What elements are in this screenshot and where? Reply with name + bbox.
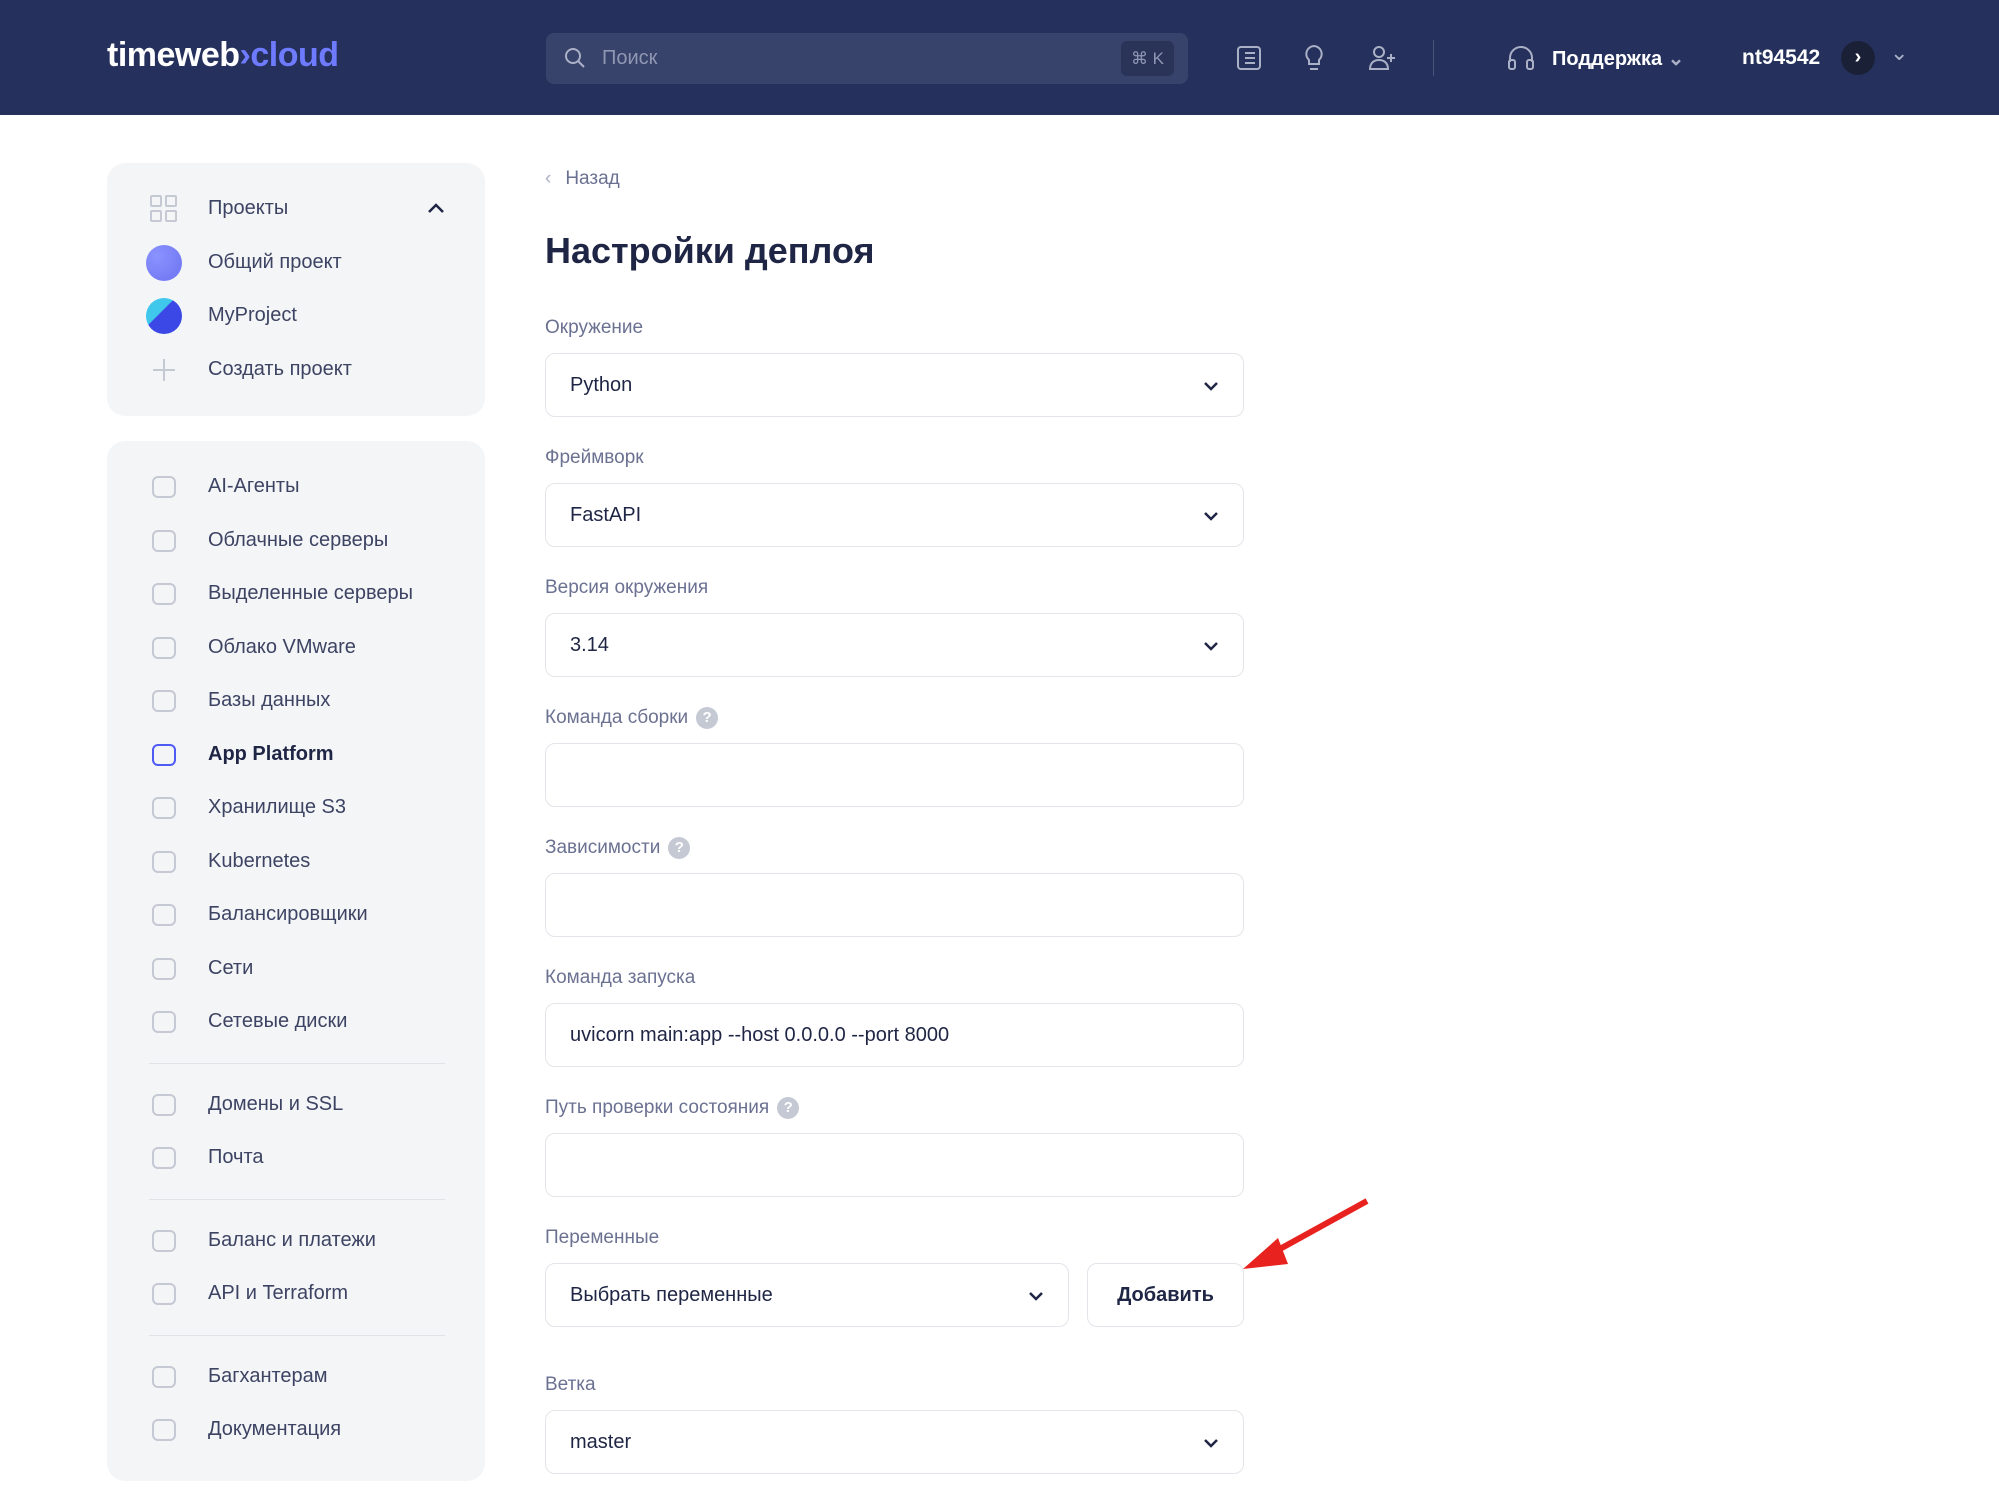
logo[interactable]: timeweb›cloud (107, 36, 339, 74)
sidebar-item[interactable]: Почта (107, 1131, 485, 1185)
back-link[interactable]: ‹ Назад (545, 168, 620, 189)
form-field: Фреймворк FastAPI (545, 446, 1244, 547)
sidebar-item[interactable]: Сети (107, 942, 485, 996)
sidebar-item[interactable]: Базы данных (107, 674, 485, 728)
create-project-button[interactable]: Создать проект (107, 343, 485, 397)
form-field: Окружение Python (545, 316, 1244, 417)
sidebar-divider (149, 1062, 445, 1064)
project-avatar (146, 244, 182, 281)
form-field: Путь проверки состояния? (545, 1096, 1244, 1197)
sidebar-item[interactable]: Балансировщики (107, 888, 485, 942)
sidebar-divider (149, 1334, 445, 1336)
database-icon (152, 690, 176, 712)
card-icon (152, 1229, 176, 1252)
chevron-down-icon (1204, 1439, 1218, 1448)
sidebar-divider (149, 1198, 445, 1200)
sidebar-nav: AI-Агенты Облачные серверы Выделенные серв… (107, 441, 485, 1481)
sidebar-item[interactable]: AI-Агенты (107, 460, 485, 514)
vmware-icon (152, 636, 176, 659)
form-field: Версия окружения 3.14 (545, 576, 1244, 677)
lightbulb-icon[interactable] (1298, 42, 1330, 74)
project-avatar (146, 298, 182, 334)
news-icon[interactable] (1233, 42, 1265, 74)
select-dropdown[interactable]: Python (545, 353, 1244, 417)
chevron-down-icon (1204, 642, 1218, 651)
form-field: Команда запуска uvicorn main:app --host 0… (545, 966, 1244, 1067)
sidebar-item[interactable]: Документация (107, 1403, 485, 1457)
variables-select[interactable]: Выбрать переменные (545, 1263, 1069, 1327)
arrows-icon (152, 904, 176, 926)
form-field: Команда сборки? (545, 706, 1244, 807)
branch-select[interactable]: master (545, 1410, 1244, 1474)
mail-icon (152, 1147, 176, 1169)
bug-icon (152, 1365, 176, 1388)
apps-icon (152, 743, 176, 766)
text-input[interactable] (545, 743, 1244, 807)
sidebar-item[interactable]: Сетевые диски (107, 995, 485, 1049)
add-user-icon[interactable] (1366, 42, 1398, 74)
help-icon (152, 1419, 176, 1441)
disk-icon (152, 1011, 176, 1033)
chevron-left-icon: ‹ (545, 168, 552, 189)
sidebar-item[interactable]: API и Terraform (107, 1267, 485, 1321)
top-header: timeweb›cloud Поиск ⌘ K Поддержка ⌄ nt94… (0, 0, 1999, 115)
page-title: Настройки деплоя (545, 230, 875, 271)
kubernetes-icon (152, 850, 176, 873)
sidebar-item[interactable]: Домены и SSL (107, 1078, 485, 1132)
form-field: Зависимости? (545, 836, 1244, 937)
sidebar-item[interactable]: Баланс и платежи (107, 1214, 485, 1268)
projects-card: Проекты Общий проект MyProject Создать п… (107, 163, 485, 416)
chevron-down-icon (1029, 1292, 1043, 1301)
select-dropdown[interactable]: FastAPI (545, 483, 1244, 547)
add-variable-button[interactable]: Добавить (1087, 1263, 1244, 1327)
cube-icon (152, 797, 176, 819)
header-divider (1433, 40, 1434, 76)
server-icon (152, 583, 176, 605)
sidebar-item[interactable]: Облако VMware (107, 621, 485, 675)
text-input[interactable] (545, 873, 1244, 937)
text-input[interactable] (545, 1133, 1244, 1197)
text-input[interactable]: uvicorn main:app --host 0.0.0.0 --port 8… (545, 1003, 1244, 1067)
chevron-up-icon[interactable] (426, 200, 446, 216)
cloud-icon (152, 529, 176, 552)
chevron-right-icon[interactable]: › (1841, 41, 1875, 75)
search-icon (565, 48, 585, 68)
sidebar-item[interactable]: Облачные серверы (107, 514, 485, 568)
sidebar-item[interactable]: Багхантерам (107, 1350, 485, 1404)
chevron-down-icon[interactable]: ⌄ (1890, 40, 1909, 65)
sidebar-item[interactable]: App Platform (107, 728, 485, 782)
project-item[interactable]: Общий проект (107, 236, 485, 290)
user-menu[interactable]: nt94542 (1742, 46, 1821, 69)
branch-field: Ветка master (545, 1373, 1244, 1474)
help-icon[interactable]: ? (777, 1097, 800, 1119)
search-input[interactable]: Поиск ⌘ K (546, 33, 1188, 84)
chevron-down-icon (1204, 512, 1218, 521)
chevron-down-icon: ⌄ (1667, 48, 1685, 70)
headset-icon[interactable] (1505, 42, 1537, 74)
robot-icon (152, 476, 176, 498)
projects-header[interactable]: Проекты (107, 182, 485, 236)
sidebar-item[interactable]: Kubernetes (107, 835, 485, 889)
shortcut-badge: ⌘ K (1120, 41, 1174, 76)
select-dropdown[interactable]: 3.14 (545, 613, 1244, 677)
plus-icon (153, 358, 175, 381)
project-item[interactable]: MyProject (107, 289, 485, 343)
network-icon (152, 957, 176, 980)
api-icon (152, 1283, 176, 1305)
sidebar-item[interactable]: Хранилище S3 (107, 781, 485, 835)
globe-icon (152, 1093, 176, 1116)
help-icon[interactable]: ? (668, 837, 691, 859)
chevron-down-icon (1204, 382, 1218, 391)
annotation-arrow (1243, 1198, 1369, 1269)
deploy-settings-form: Окружение Python Фреймворк FastAPI Версия ок… (545, 316, 1244, 1503)
variables-field: Переменные Выбрать переменные Добавить (545, 1226, 1244, 1327)
help-icon[interactable]: ? (696, 707, 719, 729)
grid-icon (150, 195, 177, 222)
support-menu[interactable]: Поддержка ⌄ (1552, 48, 1685, 70)
sidebar-item[interactable]: Выделенные серверы (107, 567, 485, 621)
